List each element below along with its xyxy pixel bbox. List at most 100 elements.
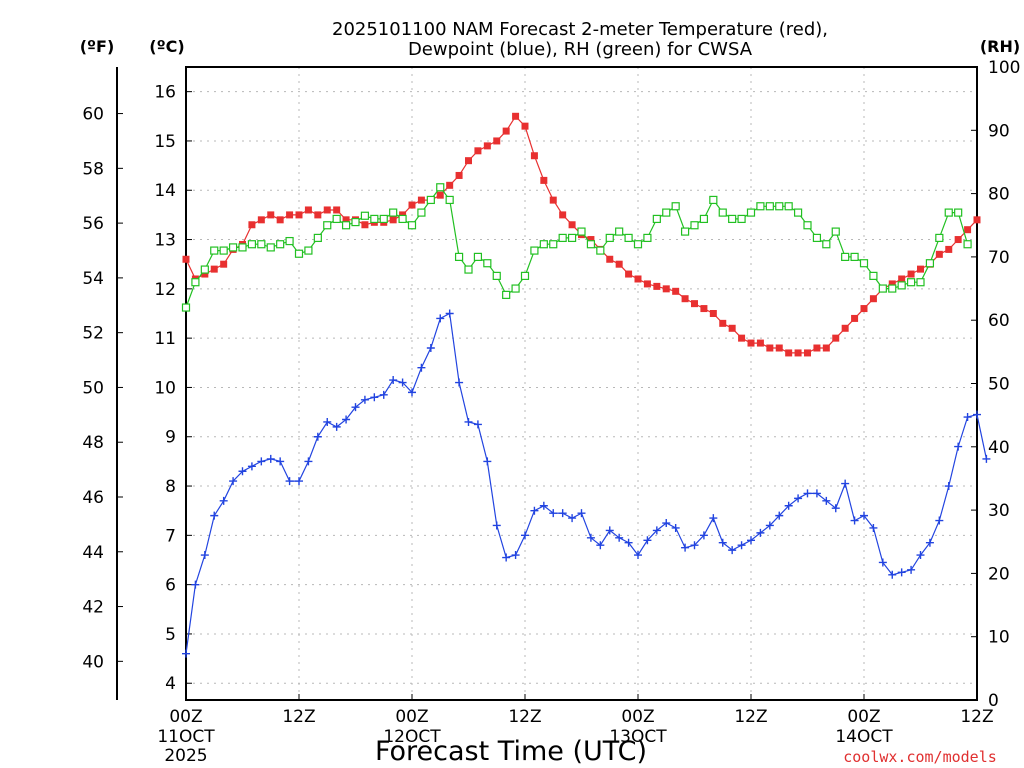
tick-label-rh: 40 [988,438,1010,458]
dewpoint-point [954,442,963,451]
dewpoint-point [690,541,699,550]
tick-label-fahrenheit: 58 [82,159,104,179]
temperature-point [813,344,821,352]
tick-label-rh: 0 [988,691,999,711]
rh-point [831,227,840,236]
x-axis-label: Forecast Time (UTC) [375,736,647,767]
tick-label-hour: 00Z [169,707,202,727]
temperature-point [709,309,717,317]
unit-label-fahrenheit: (ºF) [80,37,115,56]
dewpoint-point [229,477,238,486]
temperature-point [549,196,557,204]
temperature-point [333,206,341,214]
dewpoint-point [568,514,577,523]
tick-label-celsius: 8 [165,477,176,497]
temperature-point [342,216,350,224]
dewpoint-point [586,533,595,542]
tick-label-fahrenheit: 42 [82,598,104,618]
rh-point [304,246,313,255]
temperature-point [512,112,520,120]
tick-label-fahrenheit: 40 [82,652,104,672]
dewpoint-point [925,538,934,547]
dewpoint-point [737,541,746,550]
rh-point [850,252,859,261]
dewpoint-point [718,538,727,547]
dewpoint-point [596,541,605,550]
dewpoint-point [944,482,953,491]
rh-point [605,233,614,243]
rh-point [822,240,831,249]
dewpoint-point [973,410,981,419]
rh-point [285,236,294,246]
watermark: coolwx.com/models [843,748,997,766]
dewpoint-point [624,538,633,547]
temperature-point [747,339,755,347]
rh-point [492,271,501,280]
rh-point [680,227,690,236]
dewpoint-point [671,523,680,532]
temperature-point [625,270,633,278]
rh-point [351,217,360,227]
rh-point [257,240,266,249]
tick-label-celsius: 5 [165,625,176,645]
dewpoint-point [794,494,803,503]
temperature-point [738,334,746,342]
dewpoint-point [850,516,859,525]
tick-label-fahrenheit: 48 [82,433,104,453]
temperature-point [521,122,529,130]
rh-point [426,195,435,205]
rh-point [954,208,963,217]
rh-point [567,233,577,243]
dewpoint-point [916,551,925,560]
temperature-point [954,236,962,244]
series-layer [181,112,991,658]
dewpoint-point [398,378,407,387]
tick-label-rh: 10 [988,628,1010,648]
temperature-point [361,221,369,229]
temperature-point [785,349,793,357]
dewpoint-point [907,565,916,574]
temperature-point [201,270,209,278]
dewpoint-point [709,514,718,523]
temperature-point [304,206,312,214]
dewpoint-line [185,312,987,654]
dewpoint-point [200,551,209,560]
temperature-point [323,206,331,214]
dewpoint-point [182,649,190,658]
tick-label-rh: 20 [988,564,1010,584]
tick-label-hour: 00Z [847,707,880,727]
dewpoint-point [210,511,219,520]
rh-point [266,243,275,252]
tick-label-hour: 12Z [282,707,315,727]
dewpoint-point [860,511,868,520]
temperature-point [794,349,802,357]
dewpoint-point [313,432,322,441]
dewpoint-point [351,403,360,412]
rh-point [775,202,784,211]
temperature-point [756,339,764,347]
dewpoint-point [219,496,228,505]
tick-label-fahrenheit: 54 [82,269,104,289]
rh-point [888,284,897,293]
dewpoint-point [191,580,200,589]
dewpoint-point [662,519,671,528]
rh-point [906,278,916,287]
temperature-point [634,275,642,283]
rh-point [925,259,935,268]
temperature-point [907,270,915,278]
rh-point [841,252,850,261]
dewpoint-point [370,393,379,402]
dewpoint-point [389,376,398,385]
dewpoint-point [775,511,784,520]
tick-label-date: 11OCT [157,727,215,747]
rh-point [869,271,878,280]
rh-point [963,240,972,249]
rh-point [718,208,727,217]
rh-point [652,214,661,224]
temperature-point [446,181,454,189]
temperature-point [851,314,859,322]
tick-label-celsius: 15 [154,132,176,152]
dewpoint-point [831,504,840,513]
temperature-point [643,280,651,288]
rh-point [360,211,370,220]
